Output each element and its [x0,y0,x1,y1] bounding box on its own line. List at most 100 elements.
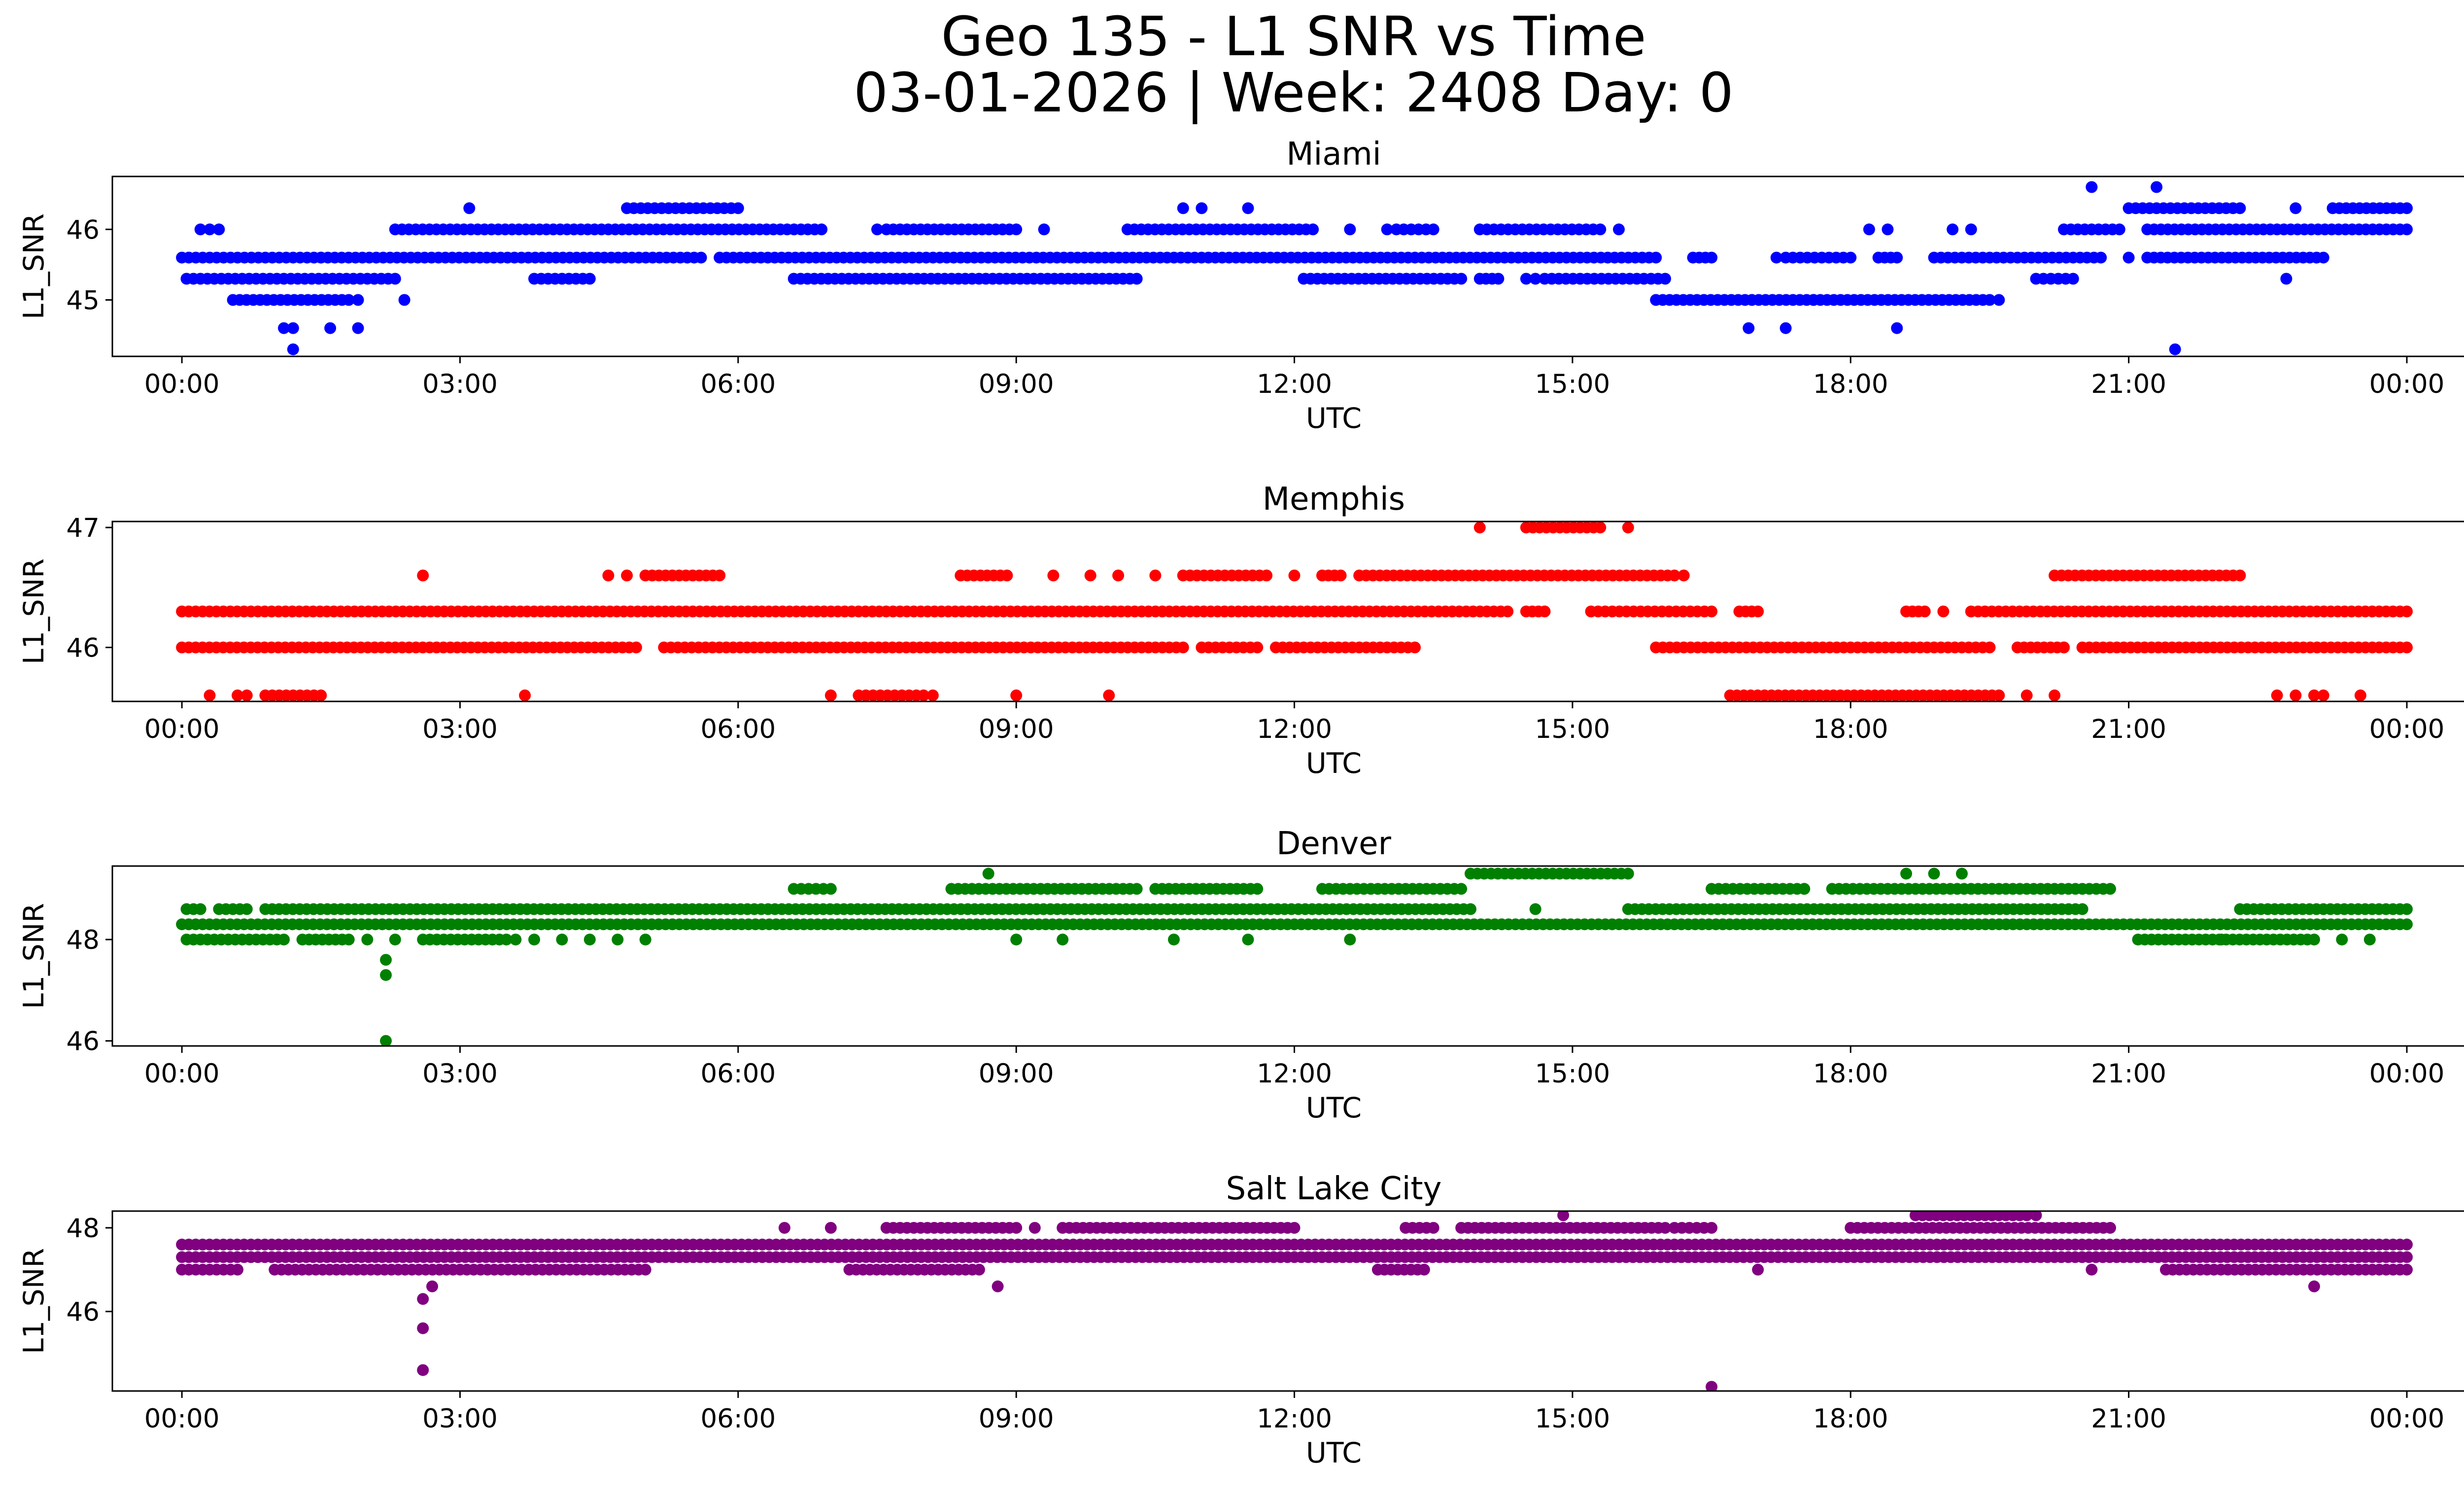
data-point [2401,605,2413,618]
y-tick-label: 46 [67,633,100,663]
data-point [2401,1263,2413,1276]
x-tick-label: 00:00 [2369,1404,2445,1434]
data-point [204,689,216,701]
data-point [1381,223,1393,236]
subplot-title-salt-lake-city: Salt Lake City [1226,1171,1442,1207]
series-salt-lake-city [176,1211,2413,1391]
data-point [1047,569,1060,582]
data-point [1770,251,1782,264]
x-tick-label: 15:00 [1535,369,1610,399]
data-point [639,1263,651,1276]
plot-frame [111,1210,2464,1392]
x-tick-label: 00:00 [2369,714,2445,744]
data-point [2354,689,2366,701]
data-point [583,934,596,946]
data-point [2058,641,2070,654]
data-point [2234,202,2246,214]
data-point [1706,605,1718,618]
y-tick-label: 47 [67,513,100,543]
data-point [2271,689,2283,701]
series-miami [176,181,2413,355]
data-point [1993,294,2005,306]
x-tick-label: 15:00 [1535,1404,1610,1434]
data-point [1706,1222,1718,1234]
data-point [2104,1222,2116,1234]
x-tick-label: 00:00 [144,714,220,744]
data-point [1251,641,1264,654]
data-point [1288,1222,1300,1234]
data-point [982,868,994,880]
data-point [1622,522,1634,534]
data-point [240,689,253,701]
data-point [1473,522,1486,534]
data-point [926,689,939,701]
data-point [2308,934,2320,946]
data-point [583,273,596,285]
data-point [1557,1211,1570,1221]
data-point [630,641,642,654]
x-tick-label: 12:00 [1257,1404,1332,1434]
data-point [1993,689,2005,701]
x-tick-label: 12:00 [1257,714,1332,744]
data-point [1103,689,1115,701]
data-point [816,223,828,236]
data-point [287,322,299,334]
y-tick-label: 48 [67,925,100,955]
data-point [1706,1381,1718,1391]
data-point [2086,1263,2098,1276]
x-axis-label: UTC [1306,1092,1362,1124]
data-point [824,1222,837,1234]
data-point [1196,202,1208,214]
data-point [2401,1238,2413,1251]
data-point [992,1280,1004,1292]
data-point [1084,569,1096,582]
data-point [1288,569,1300,582]
data-point [2290,689,2302,701]
data-point [2215,934,2227,946]
data-point [1502,605,1514,618]
data-point [1798,883,1811,895]
data-point [602,569,615,582]
data-point [1937,605,1950,618]
data-point [287,343,299,355]
y-axis-label: L1_SNR [18,903,50,1009]
y-tick-label: 46 [67,215,100,245]
data-point [324,322,337,334]
chart-title-line-2: 03-01-2026 | Week: 2408 Day: 0 [854,61,1734,125]
data-point [1677,569,1690,582]
x-tick-label: 18:00 [1813,1404,1888,1434]
x-tick-label: 09:00 [979,714,1054,744]
data-point [2401,223,2413,236]
plot-frame [111,865,2464,1047]
data-point [1112,569,1125,582]
x-tick-label: 00:00 [144,1059,220,1089]
data-point [1010,223,1023,236]
data-point [639,934,651,946]
data-point [1242,202,1254,214]
data-point [278,934,290,946]
data-point [204,223,216,236]
data-point [1492,273,1505,285]
data-point [194,223,206,236]
data-point [1928,868,1940,880]
data-point [380,954,392,966]
x-tick-label: 21:00 [2091,1404,2166,1434]
data-point [621,569,633,582]
x-tick-label: 00:00 [144,369,220,399]
x-tick-label: 00:00 [2369,1059,2445,1089]
data-point [1900,868,1913,880]
x-tick-label: 06:00 [700,1059,776,1089]
data-point [519,689,531,701]
x-tick-label: 03:00 [422,369,498,399]
y-axis-label: L1_SNR [18,558,50,664]
data-point [463,202,476,214]
data-point [2020,689,2033,701]
data-point [1261,569,1273,582]
data-point [1743,322,1755,334]
data-point [1659,1222,1671,1234]
x-tick-label: 18:00 [1813,369,1888,399]
data-point [1001,569,1013,582]
series-denver [176,868,2413,1046]
data-point [1010,689,1023,701]
data-point [232,689,243,701]
